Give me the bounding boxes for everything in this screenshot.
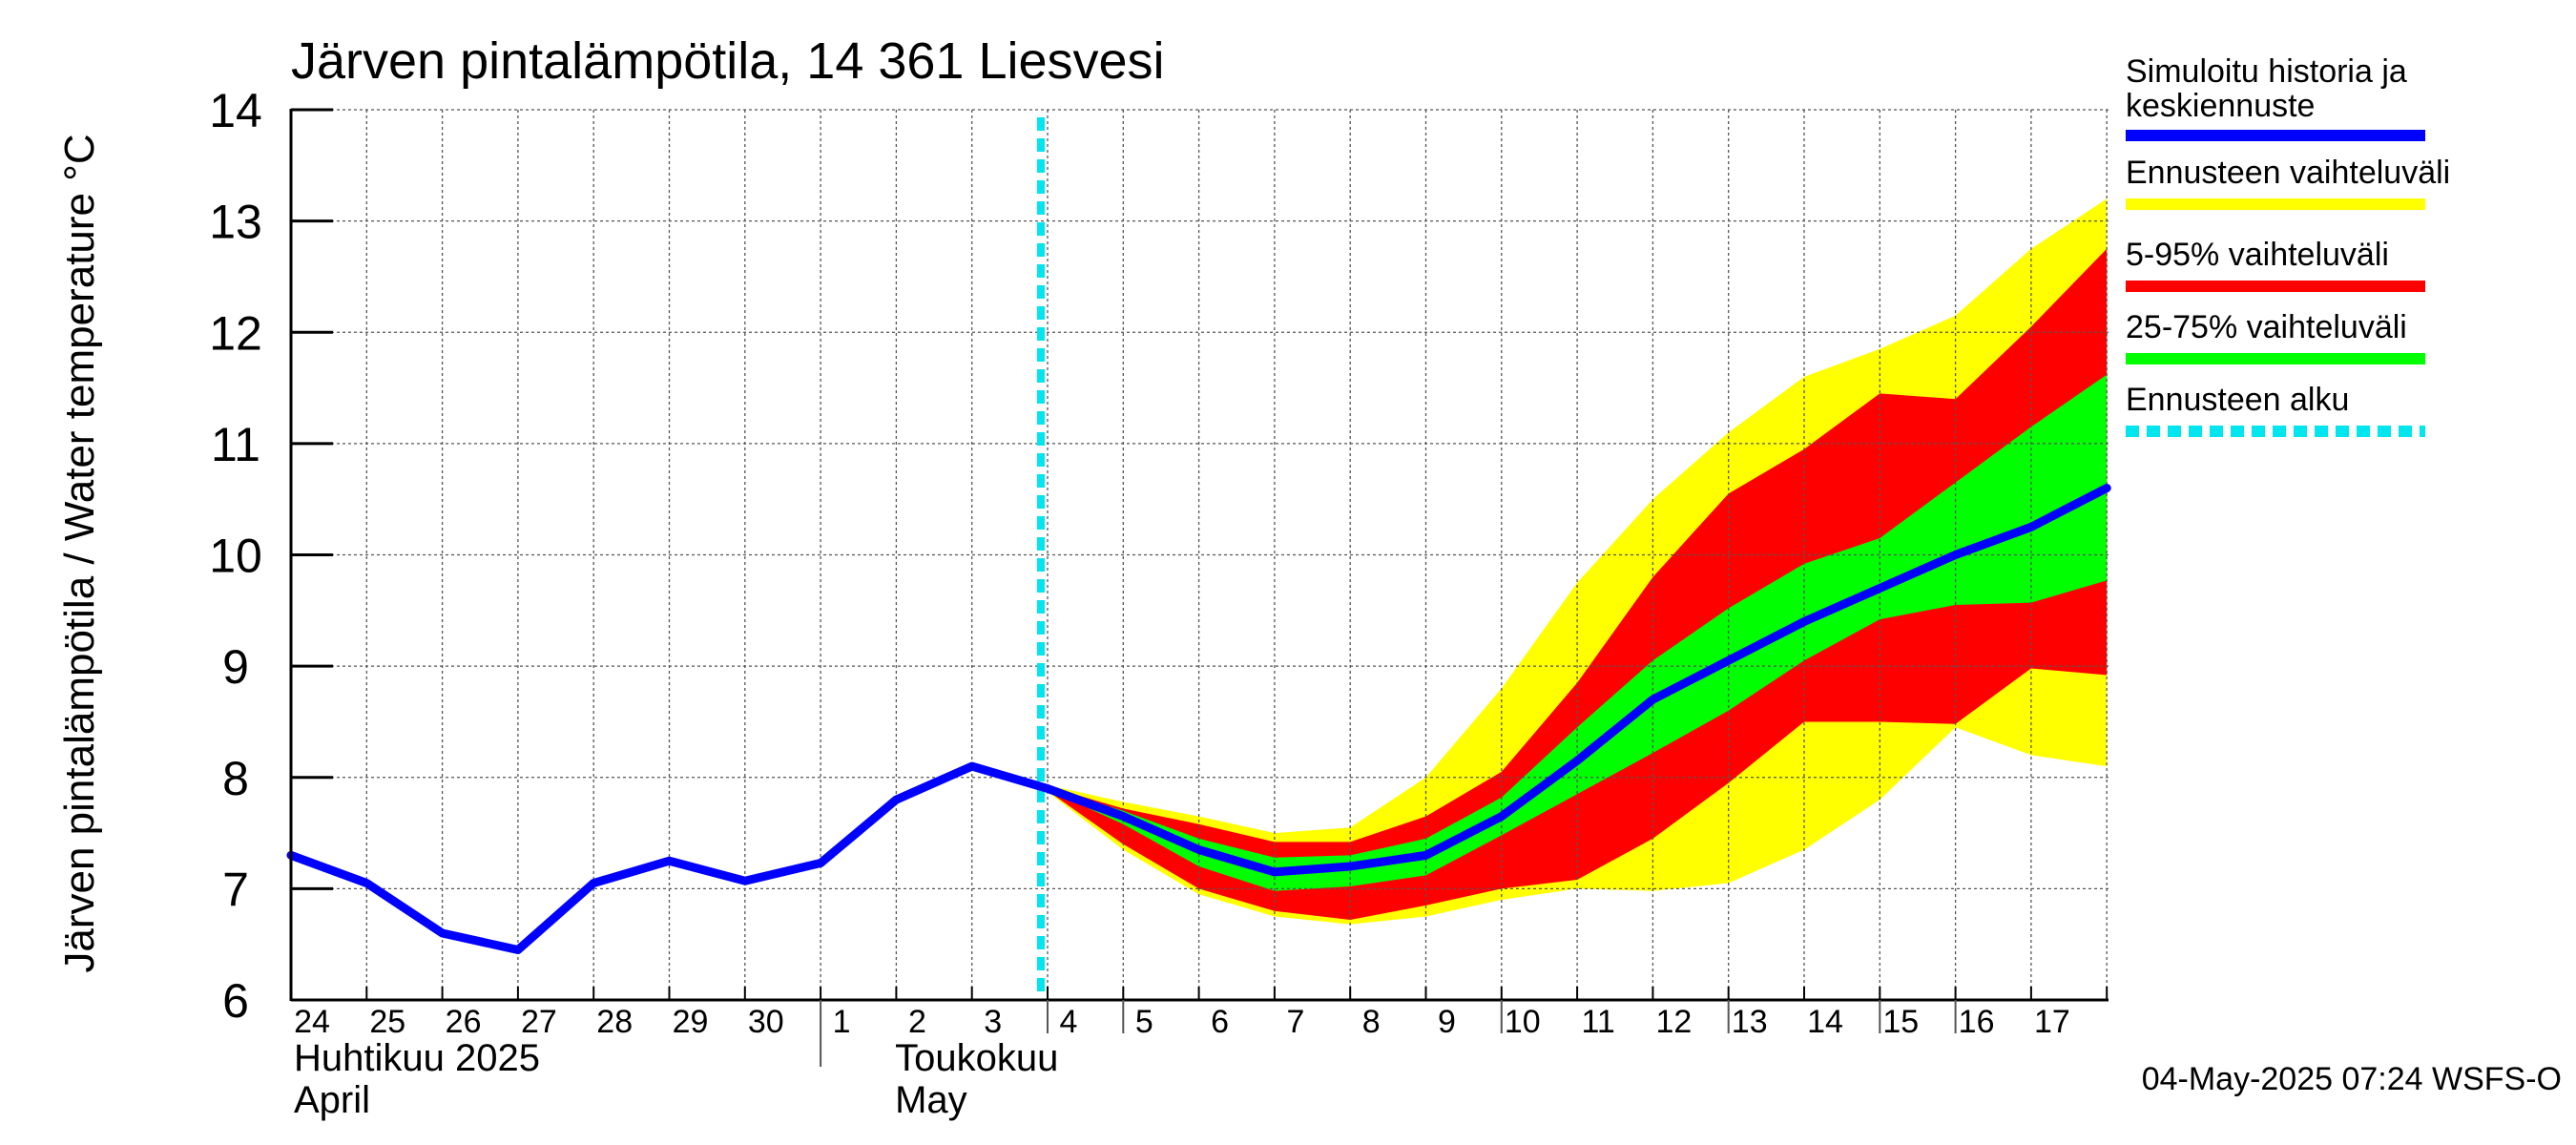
axes — [289, 108, 2109, 1067]
x-tick-label: 26 — [446, 1004, 482, 1040]
y-tick-label: 13 — [209, 196, 262, 249]
band-1 — [1048, 198, 2108, 925]
x-tick-label: 24 — [294, 1004, 330, 1040]
x-tick-label: 10 — [1505, 1004, 1541, 1040]
y-tick-labels: 6 7 8 9 10 11 12 13 14 — [209, 84, 262, 1028]
legend-label: 5-95% vaihteluväli — [2126, 237, 2389, 273]
x-tick-label: 4 — [1060, 1004, 1078, 1040]
x-tick-label: 30 — [748, 1004, 784, 1040]
y-tick-label: 11 — [211, 418, 260, 471]
y-tick-label: 14 — [209, 84, 262, 137]
x-tick-label: 15 — [1882, 1004, 1919, 1040]
x-tick-label: 17 — [2034, 1004, 2070, 1040]
y-tick-label: 12 — [209, 306, 262, 360]
x-tick-label: 3 — [984, 1004, 1002, 1040]
y-tick-label: 9 — [222, 640, 249, 694]
legend-label: Ennusteen vaihteluväli — [2126, 155, 2450, 191]
x-tick-label: 25 — [369, 1004, 405, 1040]
x-tick-label: 6 — [1211, 1004, 1229, 1040]
y-axis-label: Järven pintalämpötila / Water temperatur… — [56, 134, 103, 972]
mean-series — [286, 484, 2111, 955]
chart-title: Järven pintalämpötila, 14 361 Liesvesi — [291, 32, 1165, 90]
y-tick-label: 6 — [222, 974, 249, 1028]
x-tick-label: 13 — [1732, 1004, 1768, 1040]
x-tick-label: 1 — [833, 1004, 851, 1040]
y-tick-label: 10 — [209, 530, 262, 583]
month-label-fi: Huhtikuu 2025 — [294, 1037, 540, 1079]
x-tick-label: 8 — [1362, 1004, 1381, 1040]
x-tick-label: 9 — [1438, 1004, 1456, 1040]
x-tick-label: 28 — [596, 1004, 633, 1040]
x-tick-label: 12 — [1655, 1004, 1692, 1040]
x-tick-label: 29 — [673, 1004, 709, 1040]
x-tick-label: 7 — [1286, 1004, 1304, 1040]
x-tick-labels: 24 25 26 27 28 29 30 1 2 3 4 5 6 7 8 9 10 11 12 13 14 15 16 17 — [294, 1004, 2070, 1040]
legend-label: Ennusteen alku — [2126, 382, 2349, 418]
x-tick-label: 14 — [1807, 1004, 1843, 1040]
y-tick-label: 8 — [222, 752, 249, 805]
month-label-fi: Toukokuu — [895, 1037, 1058, 1079]
x-tick-label: 5 — [1135, 1004, 1153, 1040]
x-tick-label: 16 — [1959, 1004, 1995, 1040]
month-label-en: May — [895, 1079, 967, 1121]
x-tick-label: 2 — [908, 1004, 926, 1040]
y-tick-label: 7 — [222, 863, 249, 916]
legend-label: 25-75% vaihteluväli — [2126, 309, 2407, 345]
legend-label: keskiennuste — [2126, 88, 2315, 124]
x-tick-label: 11 — [1581, 1004, 1614, 1040]
footer-timestamp: 04-May-2025 07:24 WSFS-O — [2142, 1061, 2562, 1097]
mean-series-line — [286, 484, 2111, 955]
legend-label: Simuloitu historia ja — [2126, 53, 2407, 90]
month-label-en: April — [294, 1079, 370, 1121]
x-tick-label: 27 — [521, 1004, 557, 1040]
